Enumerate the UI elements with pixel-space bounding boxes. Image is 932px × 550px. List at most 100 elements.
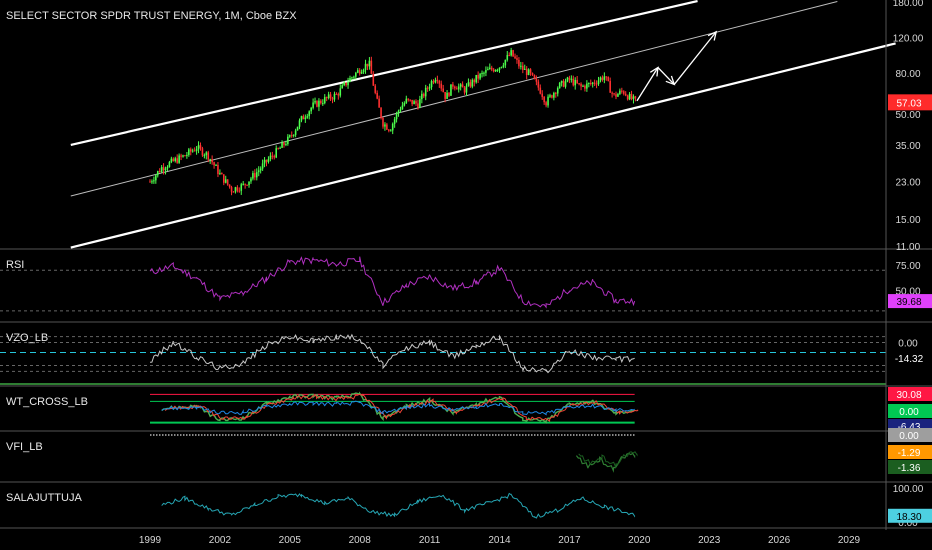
vfi-dot	[351, 434, 353, 436]
candle-body	[615, 94, 617, 97]
candle-body	[224, 179, 227, 183]
candle-body	[516, 58, 518, 60]
candle-body	[558, 82, 561, 89]
candle-body	[168, 162, 171, 167]
candle-body	[624, 93, 627, 96]
candle-body	[463, 87, 466, 93]
candle-body	[339, 88, 342, 96]
candle-body	[219, 173, 221, 175]
candle-body	[207, 152, 210, 160]
vfi-dot	[171, 434, 173, 436]
candle-body	[621, 90, 623, 92]
candle-body	[273, 156, 276, 158]
candle-body	[582, 85, 584, 87]
candle-body	[164, 168, 167, 171]
candle-body	[283, 142, 285, 145]
candle-body	[228, 184, 231, 188]
candle-body	[296, 126, 299, 131]
vfi-dot	[225, 434, 227, 436]
candle-body	[537, 81, 540, 88]
candle-body	[535, 78, 538, 82]
candle-body	[417, 103, 419, 108]
candle-body	[471, 79, 474, 87]
candle-body	[432, 81, 435, 83]
candle-body	[570, 78, 573, 80]
vfi-dot	[180, 434, 182, 436]
candle-body	[384, 124, 386, 127]
candle-body	[630, 93, 633, 100]
candle-body	[543, 96, 545, 103]
candle-body	[310, 107, 312, 112]
candle-body	[555, 92, 557, 94]
vfi-dot	[399, 434, 401, 436]
vfi-dot	[261, 434, 263, 436]
vfi-dot	[495, 434, 497, 436]
vfi-line	[575, 452, 636, 473]
candle-body	[442, 88, 444, 93]
candle-body	[197, 145, 200, 150]
vfi-dot	[354, 434, 356, 436]
vfi-dot	[624, 434, 626, 436]
candle-body	[512, 50, 514, 57]
candle-body	[411, 99, 413, 105]
vfi-dot	[243, 434, 245, 436]
candle-body	[189, 149, 192, 152]
panel-label: RSI	[6, 259, 24, 271]
vfi-dot	[228, 434, 230, 436]
vfi-dot	[276, 434, 278, 436]
vfi-dot	[150, 434, 152, 436]
vfi-dot	[549, 434, 551, 436]
candle-body	[248, 181, 250, 186]
candle-body	[508, 55, 511, 57]
vfi-dot	[594, 434, 596, 436]
candle-body	[607, 77, 610, 81]
vfi-dot	[438, 434, 440, 436]
candle-body	[500, 66, 503, 68]
rsi-value-label-badge	[888, 294, 932, 309]
candle-body	[382, 118, 384, 127]
wt-value-label: 30.08	[896, 390, 921, 401]
vfi-dot	[459, 434, 461, 436]
vfi-dot	[306, 434, 308, 436]
candle-body	[454, 86, 456, 89]
candle-body	[275, 148, 278, 158]
candle-body	[401, 105, 404, 110]
candle-body	[473, 79, 476, 83]
candle-body	[386, 124, 388, 130]
vfi-dot	[315, 434, 317, 436]
candle-body	[193, 150, 196, 152]
candle-body	[403, 103, 406, 106]
vfi-dot	[282, 434, 284, 436]
vfi-dot	[612, 434, 614, 436]
vfi-dot	[627, 434, 629, 436]
vfi-dot	[408, 434, 410, 436]
candle-body	[448, 92, 450, 96]
y-tick-label: 50.00	[895, 110, 920, 121]
candle-body	[492, 69, 495, 72]
vfi-dot	[309, 434, 311, 436]
candle-body	[520, 65, 522, 67]
vfi-dot	[483, 434, 485, 436]
vfi-dot	[210, 434, 212, 436]
candle-body	[160, 167, 163, 173]
candle-body	[329, 94, 332, 99]
vfi-dot	[480, 434, 482, 436]
vfi-dot	[546, 434, 548, 436]
candle-body	[209, 159, 211, 161]
candle-body	[312, 102, 314, 108]
candle-body	[628, 93, 631, 100]
candle-body	[455, 88, 458, 90]
candle-body	[436, 79, 439, 81]
vfi-dot	[165, 434, 167, 436]
candle-body	[397, 110, 400, 114]
vfi-dot	[564, 434, 566, 436]
candle-body	[611, 92, 613, 94]
candle-body	[566, 77, 569, 82]
vfi-dot	[345, 434, 347, 436]
vfi-dot	[477, 434, 479, 436]
panel-label: VZO_LB	[6, 332, 48, 344]
candle-body	[440, 83, 443, 89]
candle-body	[366, 63, 369, 67]
vfi-dot	[570, 434, 572, 436]
x-tick-label: 2002	[209, 535, 232, 546]
